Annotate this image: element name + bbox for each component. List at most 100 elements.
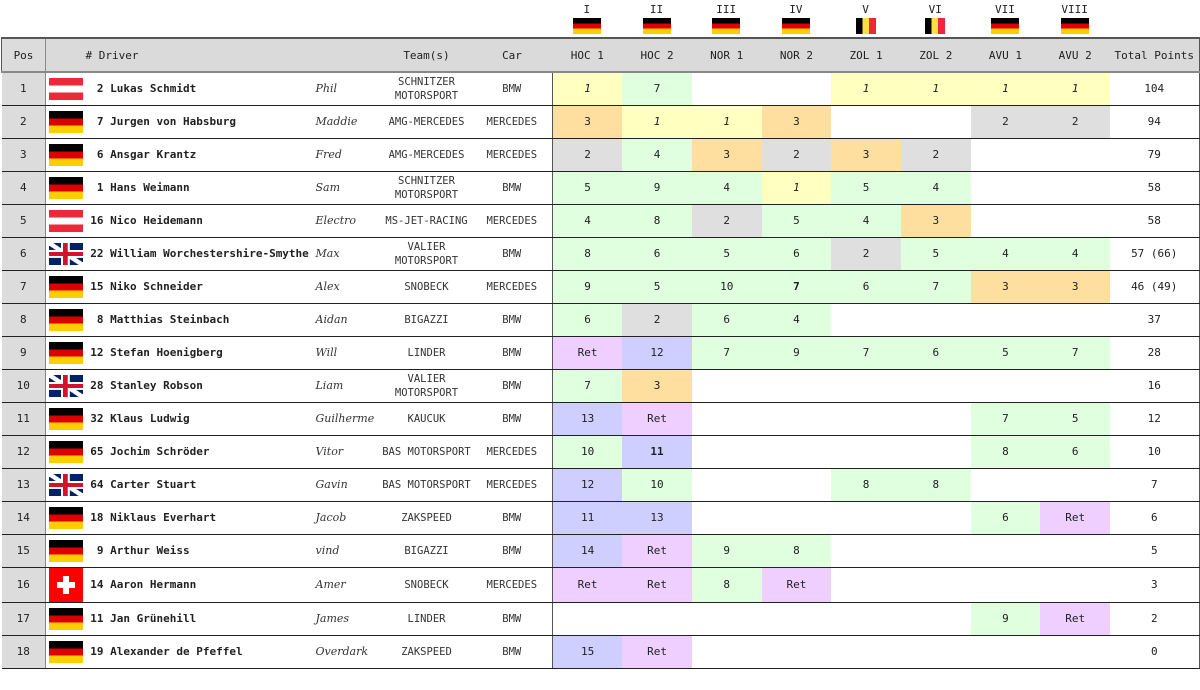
team[interactable]: SCHNITZER MOTORSPORT <box>381 72 472 106</box>
driver-name[interactable]: Klaus Ludwig <box>110 412 190 425</box>
team[interactable]: ZAKSPEED <box>381 635 472 669</box>
flag-cell <box>45 534 86 568</box>
result-cell: 4 <box>622 138 692 172</box>
result-cell: 5 <box>691 237 762 271</box>
result-cell: Ret <box>552 567 623 603</box>
car: BMW <box>471 602 553 636</box>
result-cell <box>622 602 692 636</box>
driver-cell: 22 William Worchestershire-Smythe <box>85 237 316 271</box>
driver-name[interactable]: Niko Schneider <box>110 280 203 293</box>
result-cell: 6 <box>970 501 1041 535</box>
driver-name[interactable]: Aaron Hermann <box>110 578 197 591</box>
team[interactable]: ZAKSPEED <box>381 501 472 535</box>
result-cell: 1 <box>552 72 623 106</box>
result-cell <box>761 402 832 436</box>
driver-name[interactable]: Lukas Schmidt <box>110 82 197 95</box>
result-cell: 6 <box>552 303 623 337</box>
car: MERCEDES <box>471 138 553 172</box>
flag-cell <box>45 204 86 238</box>
car-number: 6 <box>96 148 104 161</box>
total-points: 37 <box>1110 303 1200 337</box>
team[interactable]: SNOBECK <box>381 567 472 603</box>
result-cell: 3 <box>761 105 832 139</box>
driver-name[interactable]: Arthur Weiss <box>110 544 190 557</box>
result-cell: 5 <box>761 204 832 238</box>
driver-name[interactable]: William Worchestershire-Smythe <box>110 247 309 260</box>
driver-name[interactable]: Jochim Schröder <box>110 445 210 458</box>
car-number: 7 <box>96 115 104 128</box>
driver-name[interactable]: Jurgen von Habsburg <box>110 115 236 128</box>
position: 2 <box>1 105 46 139</box>
team[interactable]: SCHNITZER MOTORSPORT <box>381 171 472 205</box>
result-cell <box>1040 171 1110 205</box>
driver-name[interactable]: Hans Weimann <box>110 181 190 194</box>
result-cell: 7 <box>691 336 762 370</box>
result-cell: 9 <box>552 270 623 304</box>
flag-gb-icon <box>48 474 83 496</box>
co-driver: Amer <box>315 567 382 603</box>
result-cell: 2 <box>831 237 901 271</box>
team[interactable]: BAS MOTORSPORT <box>381 468 472 502</box>
team[interactable]: BIGAZZI <box>381 534 472 568</box>
car-number: 65 <box>90 445 104 458</box>
round-header-8[interactable]: AVU 2 <box>1040 37 1110 73</box>
result-cell <box>831 635 901 669</box>
driver-cell: 9 Arthur Weiss <box>85 534 316 568</box>
position: 17 <box>1 602 46 636</box>
round-header-6[interactable]: ZOL 2 <box>900 37 971 73</box>
driver-cell: 64 Carter Stuart <box>85 468 316 502</box>
driver-name[interactable]: Niklaus Everhart <box>110 511 217 524</box>
total-points: 7 <box>1110 468 1200 502</box>
result-cell: 11 <box>622 435 692 469</box>
driver-name[interactable]: Ansgar Krantz <box>110 148 197 161</box>
team[interactable]: LINDER <box>381 602 472 636</box>
round-header-4[interactable]: NOR 2 <box>761 37 832 73</box>
result-cell: 8 <box>691 567 762 603</box>
table-row: 15 9 Arthur Weiss vind BIGAZZI BMW 14 Ret 9 8 5 <box>1 534 1200 568</box>
team[interactable]: BIGAZZI <box>381 303 472 337</box>
driver-name[interactable]: Jan Grünehill <box>110 612 197 625</box>
driver-cell: 16 Nico Heidemann <box>85 204 316 238</box>
team[interactable]: BAS MOTORSPORT <box>381 435 472 469</box>
result-cell: 2 <box>691 204 762 238</box>
flag-de-icon <box>781 18 810 34</box>
driver-name[interactable]: Carter Stuart <box>110 478 197 491</box>
round-header-2[interactable]: HOC 2 <box>622 37 692 73</box>
driver-name[interactable]: Matthias Steinbach <box>110 313 230 326</box>
team[interactable]: AMG-MERCEDES <box>381 105 472 139</box>
team[interactable]: MS-JET-RACING <box>381 204 472 238</box>
team[interactable]: VALIER MOTORSPORT <box>381 369 472 403</box>
driver-name[interactable]: Stefan Hoenigberg <box>110 346 223 359</box>
round-header-3[interactable]: NOR 1 <box>691 37 762 73</box>
result-cell: 5 <box>970 336 1041 370</box>
round-header-5[interactable]: ZOL 1 <box>831 37 901 73</box>
team[interactable]: LINDER <box>381 336 472 370</box>
teams-header: Team(s) <box>381 37 472 73</box>
table-row: 17 11 Jan Grünehill James LINDER BMW 9 Ret 2 <box>1 602 1200 636</box>
position: 8 <box>1 303 46 337</box>
driver-name[interactable]: Alexander de Pfeffel <box>110 645 243 658</box>
driver-name[interactable]: Stanley Robson <box>110 379 203 392</box>
team[interactable]: AMG-MERCEDES <box>381 138 472 172</box>
result-cell: 8 <box>761 534 832 568</box>
car: BMW <box>471 501 553 535</box>
result-cell: 3 <box>831 138 901 172</box>
team[interactable]: KAUCUK <box>381 402 472 436</box>
round-header-7[interactable]: AVU 1 <box>970 37 1041 73</box>
result-cell <box>831 435 901 469</box>
co-driver: Will <box>315 336 382 370</box>
co-driver: Overdark <box>315 635 382 669</box>
result-cell <box>831 105 901 139</box>
co-driver: Max <box>315 237 382 271</box>
driver-cell: 65 Jochim Schröder <box>85 435 316 469</box>
team[interactable]: VALIER MOTORSPORT <box>381 237 472 271</box>
driver-name[interactable]: Nico Heidemann <box>110 214 203 227</box>
result-cell: 1 <box>900 72 971 106</box>
team[interactable]: SNOBECK <box>381 270 472 304</box>
car-header: Car <box>471 37 553 73</box>
flag-cell <box>45 336 86 370</box>
co-driver: Guilherme <box>315 402 382 436</box>
round-header-1[interactable]: HOC 1 <box>552 37 623 73</box>
